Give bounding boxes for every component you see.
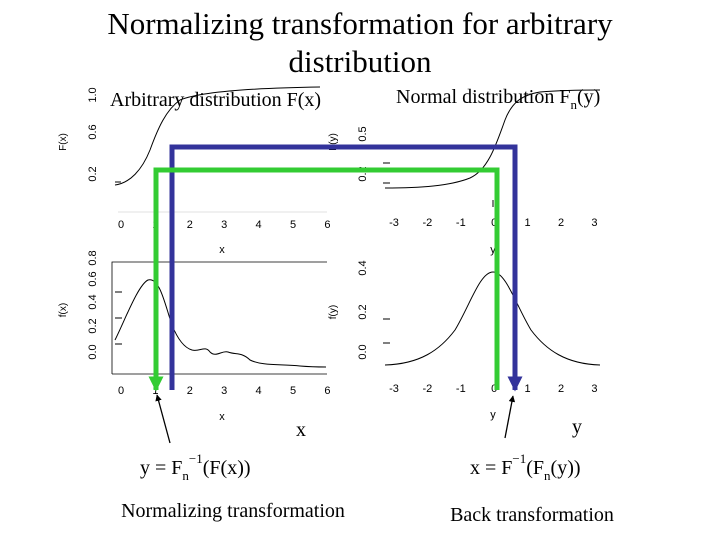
axis-label-ylabel: f(y) — [328, 305, 339, 319]
cdf-arbitrary-curve — [114, 86, 321, 186]
ytick-label: 0.2 — [357, 304, 369, 319]
xtick-label: 3 — [591, 383, 597, 395]
caption-back: Back transformation — [450, 504, 614, 526]
ytick-label: 0.0 — [87, 344, 99, 359]
xtick-label: -1 — [456, 383, 466, 395]
ytick-label: 0.6 — [87, 124, 99, 139]
ytick-label: 0.4 — [87, 294, 99, 309]
slide-title-line1: Normalizing transformation for arbitrary — [107, 6, 613, 41]
xtick-label: 2 — [187, 219, 193, 231]
xtick-label: 3 — [221, 385, 227, 397]
x-ticks: -3 -2 -1 0 1 2 3 — [389, 383, 597, 395]
x-ticks: -3 -2 -1 0 1 2 3 — [389, 217, 597, 229]
axis-label-ylabel: F(y) — [328, 133, 339, 151]
label-normal-suffix: (y) — [577, 86, 600, 108]
xtick-label: 3 — [591, 217, 597, 229]
xtick-label: -3 — [389, 383, 399, 395]
panel-top-right: F(y) 0.2 0.5 -3 -2 -1 0 1 2 3 y — [328, 89, 601, 256]
axis-label-xlabel: x — [219, 411, 225, 423]
ytick-label: 0.8 — [87, 250, 99, 265]
xtick-label: 0 — [491, 383, 497, 395]
formula-right-mid: (F — [526, 457, 544, 479]
ytick-label: 0.4 — [357, 260, 369, 275]
formula-right-sub: n — [544, 468, 551, 483]
axis-label-ylabel: F(x) — [58, 133, 69, 151]
marker-y-label: y — [572, 416, 582, 438]
label-normal-distribution: Normal distribution Fn(y) — [396, 86, 600, 112]
xtick-label: 4 — [256, 385, 262, 397]
xtick-label: 6 — [324, 385, 330, 397]
formula-right-lhs: x = F — [470, 457, 512, 479]
formula-left-rhs: (F(x)) — [203, 457, 251, 479]
xtick-label: 3 — [221, 219, 227, 231]
formula-left-sub: n — [182, 468, 189, 483]
pointer-arrow-right — [504, 395, 516, 439]
xtick-label: 0 — [491, 217, 497, 229]
formula-right-rhs: (y)) — [551, 457, 581, 479]
xtick-label: -2 — [423, 383, 433, 395]
panel-bottom-right: f(y) 0.0 0.2 0.4 -3 -2 -1 0 1 2 3 y — [328, 260, 601, 421]
ytick-label: 0.6 — [87, 271, 99, 286]
formula-normalizing: y = Fn−1(F(x)) — [140, 451, 251, 483]
axis-label-xlabel: x — [219, 244, 225, 256]
xtick-label: 0 — [118, 219, 124, 231]
xtick-label: 5 — [290, 219, 296, 231]
xtick-label: 6 — [324, 219, 330, 231]
axis-label-xlabel: y — [490, 244, 496, 256]
label-normal-sub: n — [570, 97, 577, 112]
ytick-label: 1.0 — [87, 87, 99, 102]
formula-back: x = F−1(Fn(y)) — [470, 451, 581, 483]
ytick-label: 0.2 — [87, 318, 99, 333]
ytick-label: 0.0 — [357, 344, 369, 359]
ytick-label: 0.5 — [357, 126, 369, 141]
slide-title-line2: distribution — [288, 44, 432, 79]
cdf-normal-curve — [384, 89, 601, 189]
xtick-label: 2 — [187, 385, 193, 397]
xtick-label: 5 — [290, 385, 296, 397]
pdf-arbitrary-curve — [114, 279, 327, 368]
xtick-label: 1 — [525, 217, 531, 229]
ytick-label: 0.2 — [87, 166, 99, 181]
axis-label-xlabel: y — [490, 409, 496, 421]
xtick-label: -2 — [423, 217, 433, 229]
formula-left-sup: −1 — [189, 451, 203, 466]
xtick-label: 2 — [558, 383, 564, 395]
caption-normalizing: Normalizing transformation — [121, 500, 345, 522]
plot-frame — [111, 261, 328, 375]
blue-transform-arrow — [169, 144, 523, 392]
marker-x-label: x — [296, 419, 306, 441]
xtick-label: -1 — [456, 217, 466, 229]
pointer-arrow-left — [155, 394, 171, 444]
formula-right-sup: −1 — [512, 451, 526, 466]
pdf-normal-curve — [384, 271, 601, 366]
axis-label-ylabel: f(x) — [58, 303, 69, 317]
xtick-label: 0 — [118, 385, 124, 397]
green-transform-arrow — [148, 167, 500, 392]
xtick-label: -3 — [389, 217, 399, 229]
label-normal-prefix: Normal distribution F — [396, 86, 570, 108]
label-arbitrary-distribution: Arbitrary distribution F(x) — [110, 89, 321, 111]
xtick-label: 1 — [525, 383, 531, 395]
xtick-label: 2 — [558, 217, 564, 229]
formula-left-lhs: y = F — [140, 457, 182, 479]
xtick-label: 4 — [256, 219, 262, 231]
